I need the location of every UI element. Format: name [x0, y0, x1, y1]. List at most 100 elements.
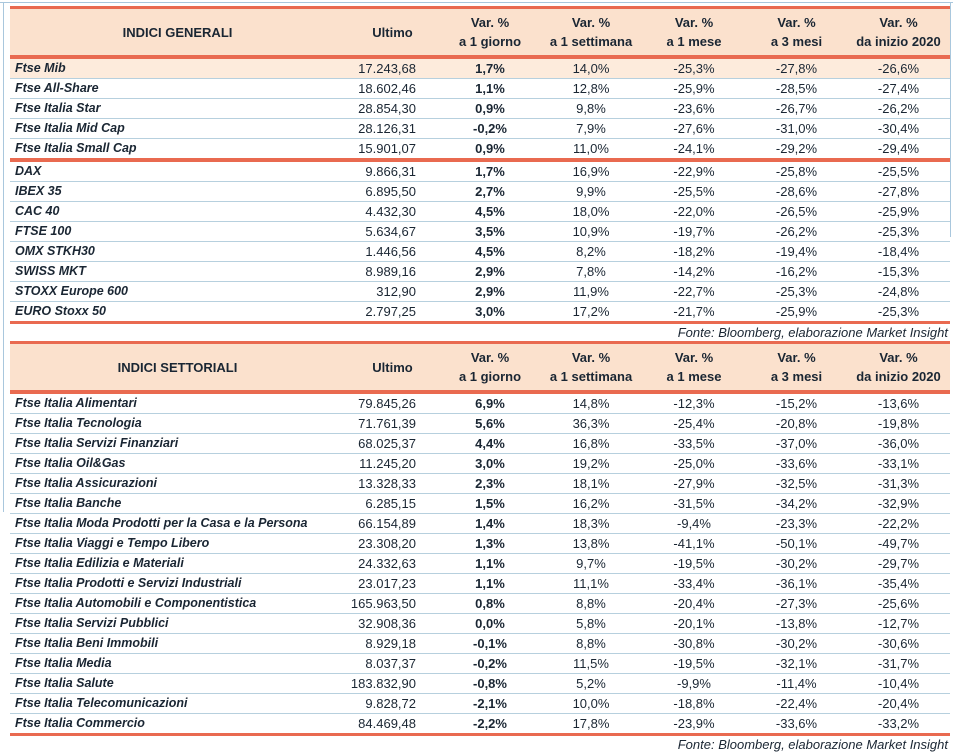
row-var-1-giorno: 3,0% — [475, 304, 505, 319]
table-section: Ftse Italia Alimentari 79.845,26 6,9% 14,8%… — [10, 394, 950, 733]
row-var-1-settimana: 13,8% — [572, 536, 610, 551]
row-ultimo: 1.446,56 — [365, 244, 416, 259]
row-var-inizio-2020: -25,3% — [877, 224, 920, 239]
row-var-3-mesi: -16,2% — [775, 264, 818, 279]
row-var-inizio-2020: -26,6% — [877, 61, 920, 76]
row-label: Ftse Italia Telecomunicazioni — [15, 696, 188, 710]
row-ultimo: 8.989,16 — [365, 264, 416, 279]
row-var-1-mese: -12,3% — [673, 396, 715, 411]
row-var-3-mesi: -26,2% — [775, 224, 818, 239]
row-var-1-settimana: 10,9% — [572, 224, 610, 239]
row-var-inizio-2020: -18,4% — [877, 244, 920, 259]
table-row: Ftse Italia Small Cap 15.901,07 0,9% 11,0% -… — [10, 139, 950, 158]
row-ultimo: 2.797,25 — [365, 304, 416, 319]
table-row: Ftse Italia Edilizia e Materiali 24.332,6… — [10, 554, 950, 574]
table-row: Ftse Italia Assicurazioni 13.328,33 2,3% 18… — [10, 474, 950, 494]
table-2: INDICI SETTORIALI Ultimo Var. % a 1 giorno V… — [10, 341, 950, 736]
row-var-1-settimana: 16,2% — [572, 496, 610, 511]
table-header: INDICI SETTORIALI Ultimo Var. % a 1 giorno V… — [10, 341, 950, 390]
row-label: Ftse Italia Alimentari — [15, 396, 137, 410]
row-var-1-mese: -24,1% — [673, 141, 715, 156]
row-var-1-settimana: 16,8% — [572, 436, 610, 451]
row-label: Ftse Italia Edilizia e Materiali — [15, 556, 184, 570]
row-ultimo: 79.845,26 — [358, 396, 416, 411]
table-row: FTSE 100 5.634,67 3,5% 10,9% -19,7% -26,2% -25… — [10, 222, 950, 242]
table-row: IBEX 35 6.895,50 2,7% 9,9% -25,5% -28,6% -27,8… — [10, 182, 950, 202]
source-note: Fonte: Bloomberg, elaborazione Market In… — [677, 325, 948, 340]
row-var-1-mese: -22,7% — [673, 284, 715, 299]
row-var-3-mesi: -25,8% — [775, 164, 818, 179]
row-var-1-giorno: 6,9% — [475, 396, 505, 411]
row-var-inizio-2020: -32,9% — [877, 496, 920, 511]
row-label: Ftse Italia Banche — [15, 496, 122, 510]
row-var-1-mese: -33,4% — [673, 576, 715, 591]
table-section: Ftse Mib 17.243,68 1,7% 14,0% -25,3% -27,8% -2… — [10, 59, 950, 158]
row-var-1-giorno: -0,2% — [473, 121, 507, 136]
row-var-1-settimana: 17,2% — [572, 304, 610, 319]
table-row: Ftse Italia Servizi Pubblici 32.908,36 0,0… — [10, 614, 950, 634]
row-ultimo: 9.828,72 — [365, 696, 416, 711]
row-var-3-mesi: -30,2% — [775, 636, 818, 651]
row-var-3-mesi: -25,9% — [775, 304, 818, 319]
row-var-3-mesi: -27,3% — [775, 596, 818, 611]
table-row: Ftse Italia Beni Immobili 8.929,18 -0,1% 8,… — [10, 634, 950, 654]
table-row: DAX 9.866,31 1,7% 16,9% -22,9% -25,8% -25,5% — [10, 162, 950, 182]
row-ultimo: 11.245,20 — [359, 456, 416, 471]
row-label: Ftse Italia Viaggi e Tempo Libero — [15, 536, 210, 550]
table-row: Ftse Italia Moda Prodotti per la Casa e … — [10, 514, 950, 534]
row-ultimo: 183.832,90 — [350, 676, 416, 691]
row-var-inizio-2020: -15,3% — [877, 264, 920, 279]
col-header-line1: Var. % — [674, 350, 714, 365]
row-ultimo: 17.243,68 — [358, 61, 416, 76]
row-ultimo: 23.308,20 — [358, 536, 416, 551]
row-var-1-settimana: 18,3% — [572, 516, 610, 531]
page-border-left — [3, 2, 4, 512]
row-var-inizio-2020: -31,7% — [877, 656, 920, 671]
row-label: Ftse Italia Assicurazioni — [15, 476, 157, 490]
row-var-inizio-2020: -22,2% — [877, 516, 920, 531]
table-row: STOXX Europe 600 312,90 2,9% 11,9% -22,7% -25… — [10, 282, 950, 302]
row-var-1-settimana: 11,5% — [573, 656, 609, 671]
table-row: Ftse Italia Star 28.854,30 0,9% 9,8% -23,6% -… — [10, 99, 950, 119]
table-row: Ftse Italia Oil&Gas 11.245,20 3,0% 19,2% -25… — [10, 454, 950, 474]
row-ultimo: 23.017,23 — [358, 576, 416, 591]
col-header-var-5: Var. % da inizio 2020 — [847, 9, 950, 55]
row-label: FTSE 100 — [15, 224, 72, 238]
table-row: Ftse Italia Prodotti e Servizi Industria… — [10, 574, 950, 594]
row-var-1-giorno: 4,5% — [475, 204, 505, 219]
col-header-line1: Var. % — [879, 350, 918, 365]
row-var-3-mesi: -32,1% — [775, 656, 818, 671]
row-var-1-mese: -21,7% — [673, 304, 715, 319]
row-var-1-mese: -22,0% — [673, 204, 715, 219]
table-row: Ftse Italia Salute 183.832,90 -0,8% 5,2% -9,… — [10, 674, 950, 694]
row-var-3-mesi: -28,6% — [775, 184, 818, 199]
row-ultimo: 312,90 — [376, 284, 416, 299]
col-header-var-2: Var. % a 1 settimana — [540, 9, 642, 55]
col-header-line1: Var. % — [470, 15, 510, 30]
row-var-3-mesi: -11,4% — [776, 676, 817, 691]
row-var-inizio-2020: -12,7% — [877, 616, 920, 631]
row-var-inizio-2020: -31,3% — [877, 476, 920, 491]
row-ultimo: 9.866,31 — [365, 164, 416, 179]
row-var-1-giorno: 4,4% — [475, 436, 505, 451]
table-1: INDICI GENERALI Ultimo Var. % a 1 giorno Var… — [10, 6, 950, 324]
row-var-inizio-2020: -25,3% — [877, 304, 920, 319]
row-label: Ftse Italia Servizi Finanziari — [15, 436, 179, 450]
row-ultimo: 84.469,48 — [358, 716, 416, 731]
col-header-line1: Var. % — [571, 350, 611, 365]
row-var-1-settimana: 17,8% — [572, 716, 610, 731]
row-var-1-settimana: 5,2% — [576, 676, 606, 691]
row-var-1-mese: -23,6% — [673, 101, 715, 116]
row-label: DAX — [15, 164, 42, 178]
row-var-inizio-2020: -19,8% — [877, 416, 920, 431]
row-var-1-mese: -19,5% — [673, 556, 715, 571]
table-row: Ftse Italia Mid Cap 28.126,31 -0,2% 7,9% -27… — [10, 119, 950, 139]
row-var-1-giorno: -2,2% — [473, 716, 507, 731]
row-label: STOXX Europe 600 — [15, 284, 129, 298]
row-var-inizio-2020: -25,6% — [877, 596, 920, 611]
col-header-line1: Var. % — [879, 15, 918, 30]
table-title: INDICI SETTORIALI — [117, 359, 238, 375]
row-var-1-settimana: 14,0% — [572, 61, 610, 76]
row-ultimo: 8.929,18 — [365, 636, 416, 651]
row-ultimo: 165.963,50 — [350, 596, 416, 611]
